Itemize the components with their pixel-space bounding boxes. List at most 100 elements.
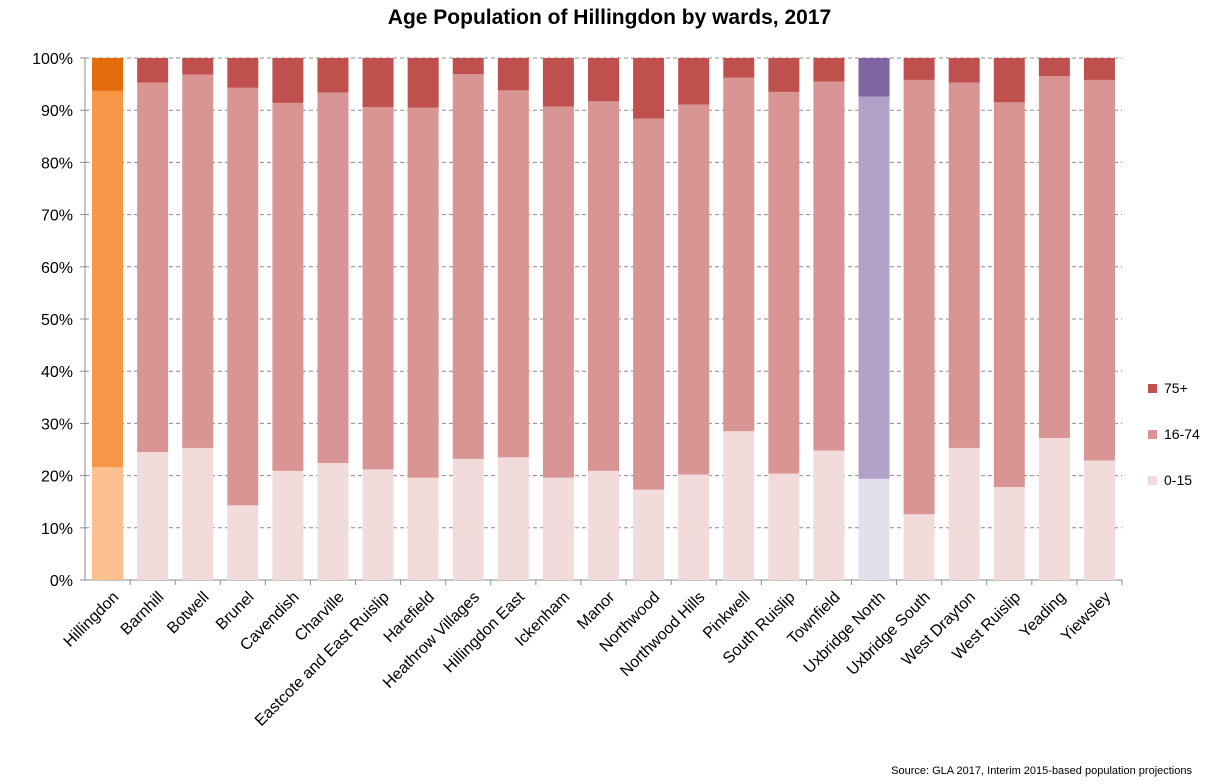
x-tick-label: Manor <box>574 588 619 633</box>
y-tick-label: 40% <box>41 364 73 381</box>
y-tick-label: 20% <box>41 469 73 486</box>
bar-segment-16-74 <box>1083 79 1115 461</box>
bar-segment-0-15 <box>678 474 710 580</box>
x-tick-label: Yiewsley <box>1058 589 1114 645</box>
bar-segment-16-74 <box>723 77 755 432</box>
bar-segment-0-15 <box>137 452 169 580</box>
bar-segment-75plus <box>182 58 214 75</box>
bar-segment-75plus <box>272 58 304 103</box>
bar-segment-0-15 <box>272 470 304 580</box>
bar-segment-16-74 <box>317 92 349 464</box>
bar-segment-16-74 <box>813 81 845 451</box>
bar-segment-0-15 <box>903 514 935 580</box>
bar-segment-75plus <box>723 58 755 78</box>
bar-segment-0-15 <box>813 450 845 580</box>
chart-legend: 75+ 16-74 0-15 <box>1148 376 1200 514</box>
y-tick-label: 100% <box>32 51 73 68</box>
bar-segment-75plus <box>317 58 349 93</box>
bar-segment-0-15 <box>633 489 665 580</box>
x-tick-label: Barnhill <box>118 589 168 639</box>
bar-segment-0-15 <box>1038 438 1070 580</box>
legend-item-75plus: 75+ <box>1148 376 1200 400</box>
bar-segment-0-15 <box>317 463 349 580</box>
bar-segment-16-74 <box>588 101 619 471</box>
bar-segment-0-15 <box>858 478 890 580</box>
bar-segment-75plus <box>407 58 439 108</box>
y-tick-label: 60% <box>41 260 73 277</box>
y-tick-label: 0% <box>50 573 73 590</box>
bar-segment-75plus <box>452 58 484 75</box>
legend-label-75plus: 75+ <box>1164 380 1188 396</box>
bar-segment-75plus <box>993 58 1025 103</box>
bar-segment-0-15 <box>92 467 124 580</box>
bar-segment-0-15 <box>723 431 755 580</box>
bar-segment-16-74 <box>272 102 304 471</box>
bar-segment-75plus <box>1038 58 1070 77</box>
bar-segment-75plus <box>633 58 665 119</box>
bar-segment-75plus <box>768 58 800 92</box>
bar-segment-16-74 <box>452 74 484 459</box>
x-tick-label: Uxbridge North <box>801 589 889 677</box>
bar-segment-16-74 <box>678 104 710 475</box>
x-tick-label: Hillingdon <box>61 589 123 651</box>
bar-segment-16-74 <box>903 79 935 515</box>
bar-segment-75plus <box>1083 58 1115 80</box>
legend-label-16-74: 16-74 <box>1164 426 1200 442</box>
legend-item-0-15: 0-15 <box>1148 468 1200 492</box>
bar-segment-0-15 <box>407 477 439 580</box>
bar-segment-0-15 <box>227 505 259 580</box>
bar-segment-0-15 <box>768 473 800 580</box>
source-note: Source: GLA 2017, Interim 2015-based pop… <box>891 765 1192 777</box>
bar-segment-0-15 <box>588 470 619 580</box>
bar-segment-75plus <box>362 58 394 108</box>
legend-swatch-16-74 <box>1148 429 1157 439</box>
legend-item-16-74: 16-74 <box>1148 422 1200 446</box>
legend-swatch-0-15 <box>1148 475 1157 485</box>
y-tick-label: 10% <box>41 521 73 538</box>
bar-segment-75plus <box>903 58 935 80</box>
bar-segment-16-74 <box>948 82 980 448</box>
chart-title: Age Population of Hillingdon by wards, 2… <box>387 6 832 29</box>
bar-segment-16-74 <box>137 82 169 453</box>
bar-segment-16-74 <box>407 107 439 478</box>
bar-segment-16-74 <box>542 106 574 478</box>
x-tick-label: Uxbridge South <box>844 589 934 679</box>
bar-segment-16-74 <box>362 107 394 470</box>
bar-segment-16-74 <box>993 102 1025 488</box>
y-tick-label: 90% <box>41 103 73 120</box>
bar-segment-75plus <box>137 58 169 83</box>
bar-segment-0-15 <box>993 487 1025 580</box>
y-tick-label: 30% <box>41 416 73 433</box>
x-tick-label: Northwood Hills <box>617 589 708 680</box>
bar-segment-16-74 <box>92 90 124 468</box>
bar-segment-16-74 <box>227 87 259 506</box>
bar-segment-0-15 <box>1083 460 1115 580</box>
x-tick-label: Botwell <box>164 589 212 637</box>
bar-segment-75plus <box>497 58 529 91</box>
bar-segment-0-15 <box>948 447 980 580</box>
y-tick-label: 50% <box>41 312 73 329</box>
bar-segment-75plus <box>542 58 574 107</box>
y-tick-label: 80% <box>41 155 73 172</box>
bar-segment-0-15 <box>182 447 214 580</box>
bar-segment-16-74 <box>768 91 800 474</box>
bar-segment-75plus <box>227 58 259 88</box>
bar-segment-16-74 <box>858 96 890 479</box>
y-tick-label: 70% <box>41 208 73 225</box>
legend-label-0-15: 0-15 <box>1164 472 1193 488</box>
bar-segment-0-15 <box>542 477 574 580</box>
legend-swatch-75plus <box>1148 383 1157 393</box>
x-tick-label: Brunel <box>213 589 258 634</box>
bar-segment-0-15 <box>497 457 529 580</box>
bar-segment-75plus <box>813 58 845 82</box>
bar-segment-16-74 <box>1038 76 1070 439</box>
bar-segment-75plus <box>948 58 980 83</box>
bar-segment-16-74 <box>497 90 529 458</box>
bar-segment-75plus <box>588 58 619 102</box>
bar-segment-75plus <box>678 58 710 105</box>
bar-segment-0-15 <box>452 458 484 580</box>
bar-segment-75plus <box>92 58 124 91</box>
bar-segment-16-74 <box>633 118 665 490</box>
bar-segment-16-74 <box>182 74 214 448</box>
